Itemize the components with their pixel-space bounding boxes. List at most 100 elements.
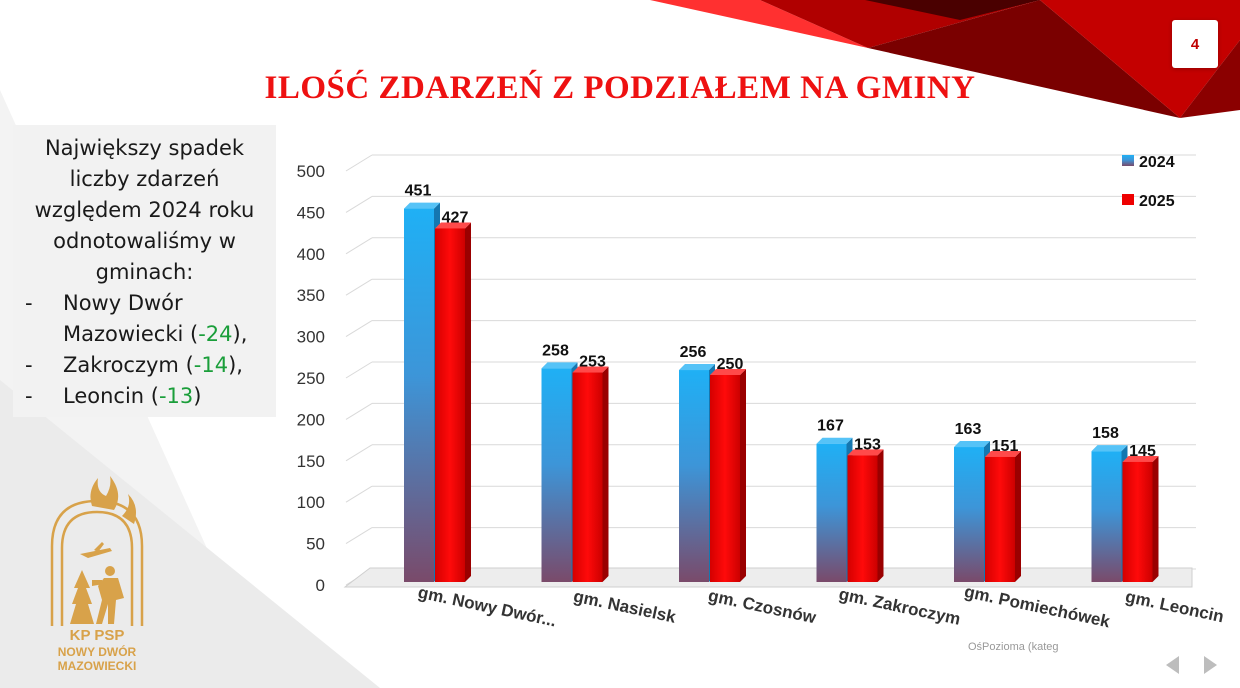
- page-number: 4: [1172, 20, 1218, 68]
- list-item: - Zakroczym (-14),: [13, 350, 276, 381]
- gridline-diagonal: [345, 278, 373, 296]
- paren-close: ),: [232, 322, 248, 346]
- data-label-2024: 158: [1092, 425, 1119, 442]
- paren-open: (: [183, 322, 199, 346]
- data-label-2024: 451: [405, 183, 432, 200]
- legend: 2024 2025: [1122, 154, 1175, 210]
- bullet-dash: -: [25, 384, 33, 408]
- bar-2025: [1122, 461, 1153, 582]
- axis-tooltip: OśPozioma (kateg: [968, 641, 1058, 653]
- y-tick-label: 350: [297, 286, 325, 305]
- bar-top-2025: [572, 366, 609, 373]
- bar-2024: [541, 368, 572, 582]
- paren-close: ),: [228, 353, 243, 377]
- summary-heading: Największy spadek liczby zdarzeń względe…: [34, 136, 255, 284]
- data-label-2024: 258: [542, 342, 569, 359]
- gridline-diagonal: [345, 195, 373, 213]
- legend-marker-2024: [1122, 155, 1134, 166]
- data-labels: 451 427 258 253 256 250 167 153 163 151 158 145: [405, 183, 1156, 460]
- bar-2024: [1091, 451, 1122, 582]
- bar-side-2025: [1015, 450, 1021, 582]
- bar-top-2025: [847, 449, 884, 456]
- grey-wedge-lower: [0, 380, 380, 688]
- bar-side-2025: [877, 449, 884, 582]
- gridline-diagonal: [345, 444, 373, 462]
- bar-2024: [954, 447, 984, 582]
- legend-label-2024: 2024: [1139, 154, 1175, 171]
- red-triangle-light: [650, 0, 868, 48]
- gridline-diagonal: [345, 485, 373, 503]
- red-triangle-edge: [1180, 40, 1240, 118]
- chart-floor: [343, 567, 1193, 588]
- bar-2025: [435, 228, 465, 582]
- y-tick-label: 400: [297, 245, 325, 264]
- chart-grid: [345, 154, 1196, 586]
- x-axis: gm. Nowy Dwór... gm. Nasielsk gm. Czosnów g…: [416, 582, 1225, 632]
- delta-value: -24: [198, 322, 233, 346]
- bar-top-2024: [954, 441, 990, 448]
- prev-slide-button[interactable]: [1166, 656, 1179, 674]
- delta-value: -13: [158, 384, 194, 408]
- bar-top-2025: [710, 369, 746, 375]
- y-axis: 0 50 100 150 200 250 300 350 400 450 500: [297, 162, 325, 595]
- bar-2025: [572, 372, 603, 582]
- gridline-diagonal: [345, 361, 373, 379]
- bar-top-2024: [816, 437, 853, 444]
- data-label-2024: 167: [817, 418, 844, 435]
- gridline-diagonal: [345, 237, 373, 255]
- bar-top-2025: [985, 450, 1021, 457]
- data-label-2025: 153: [854, 436, 881, 453]
- list-item: - Leoncin (-13): [13, 381, 276, 412]
- bar-side-2025: [1152, 455, 1159, 582]
- bullet-dash: -: [25, 291, 33, 315]
- y-tick-label: 250: [297, 369, 325, 388]
- next-slide-button[interactable]: [1204, 656, 1217, 674]
- y-tick-label: 100: [297, 493, 325, 512]
- gmina-name: Zakroczym: [63, 353, 179, 377]
- bar-side-2025: [740, 369, 746, 582]
- kp-psp-logo-icon: [50, 476, 144, 626]
- gmina-name: Nowy Dwór Mazowiecki: [63, 291, 184, 346]
- data-label-2024: 163: [955, 421, 982, 438]
- x-tick-label: gm. Pomiechówek: [963, 582, 1113, 632]
- y-tick-label: 50: [306, 535, 325, 554]
- x-tick-label: gm. Leoncin: [1124, 587, 1226, 626]
- delta-value: -14: [193, 353, 229, 377]
- data-label-2025: 145: [1129, 443, 1156, 460]
- bar-side-2025: [465, 222, 471, 582]
- bar-top-2025: [1122, 455, 1159, 462]
- y-tick-label: 0: [316, 576, 325, 595]
- bar-top-2024: [404, 202, 440, 209]
- paren-open: (: [178, 353, 194, 377]
- x-tick-label: gm. Zakroczym: [837, 584, 962, 628]
- logo-text-line3: MAZOWIECKI: [57, 659, 137, 673]
- x-tick-label: gm. Czosnów: [707, 586, 819, 628]
- data-label-2025: 427: [442, 209, 469, 226]
- gmina-name: Leoncin: [63, 384, 145, 408]
- x-tick-label: gm. Nasielsk: [572, 587, 678, 627]
- bar-top-2024: [1091, 445, 1128, 452]
- legend-marker-2025: [1122, 194, 1134, 205]
- y-tick-label: 500: [297, 162, 325, 181]
- data-label-2025: 253: [579, 354, 606, 371]
- summary-list: - Nowy Dwór Mazowiecki (-24), - Zakroczym …: [13, 288, 276, 412]
- y-tick-label: 200: [297, 410, 325, 429]
- list-item: - Nowy Dwór Mazowiecki (-24),: [13, 288, 276, 350]
- bar-side-2025: [602, 366, 609, 582]
- bar-top-2025: [435, 222, 471, 229]
- data-label-2025: 151: [992, 438, 1019, 455]
- bar-2024: [816, 443, 847, 582]
- bar-2025: [847, 455, 878, 582]
- chart-floor-plane: [343, 567, 1193, 588]
- x-tick-label: gm. Nowy Dwór...: [416, 583, 558, 631]
- y-tick-label: 300: [297, 328, 325, 347]
- paren-open: (: [144, 384, 159, 408]
- gridline-diagonal: [345, 154, 373, 172]
- page-title: ILOŚĆ ZDARZEŃ Z PODZIAŁEM NA GMINY: [264, 70, 976, 106]
- gridline-diagonal: [345, 527, 373, 545]
- bar-2025: [985, 456, 1015, 582]
- legend-label-2025: 2025: [1139, 193, 1175, 210]
- paren-close: ): [193, 384, 202, 408]
